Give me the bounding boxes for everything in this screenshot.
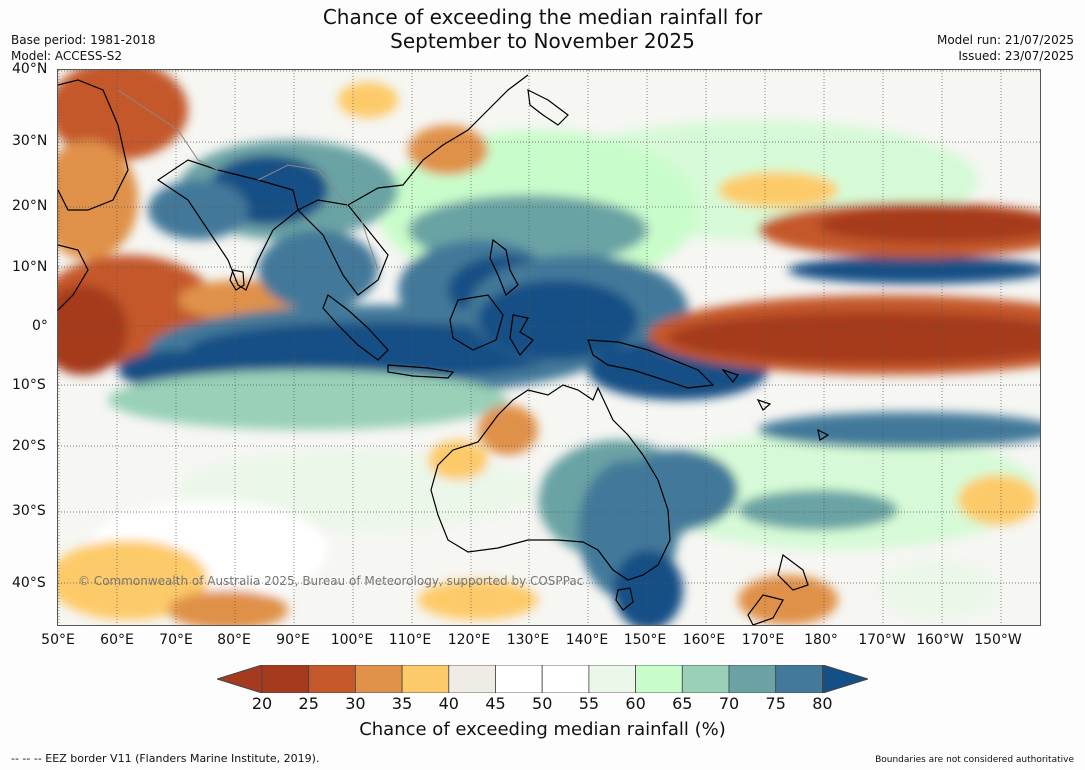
colorbar-max-arrow	[822, 664, 870, 694]
boundaries-disclaimer: Boundaries are not considered authoritat…	[875, 755, 1074, 765]
colorbar-tick-70: 70	[718, 694, 740, 713]
colorbar-swatch-45	[495, 664, 543, 694]
colorbar-swatch-55	[588, 664, 636, 694]
colorbar-label: Chance of exceeding median rainfall (%)	[359, 719, 726, 740]
lon-label-80e: 80°E	[217, 632, 251, 648]
colorbar-tick-55: 55	[578, 694, 600, 713]
lon-label-130e: 130°E	[506, 632, 550, 648]
lat-label-10n: 10°N	[12, 259, 48, 275]
colorbar-swatch-75	[775, 664, 823, 694]
model-name: Model: ACCESS-S2	[11, 49, 123, 63]
colorbar-tick-45: 45	[485, 694, 506, 713]
model-run-info: Model run: 21/07/2025 Issued: 23/07/2025	[937, 32, 1074, 64]
lon-label-70e: 70°E	[159, 632, 193, 648]
lon-label-60e: 60°E	[100, 632, 134, 648]
coastlines	[58, 74, 830, 625]
colorbar-tick-30: 30	[345, 694, 366, 713]
colorbar	[215, 664, 870, 694]
colorbar-tick-75: 75	[765, 694, 786, 713]
issued-date: Issued: 23/07/2025	[958, 49, 1074, 63]
colorbar-swatch-50	[541, 664, 590, 694]
colorbar-swatch-25	[308, 664, 356, 694]
lon-label-100e: 100°E	[330, 632, 374, 648]
lon-label-150e: 150°E	[623, 632, 667, 648]
colorbar-tick-35: 35	[391, 694, 413, 713]
country-borders	[117, 89, 379, 271]
lat-label-10s: 10°S	[12, 377, 46, 393]
eez-border-note: -- -- -- EEZ border V11 (Flanders Marine…	[11, 752, 320, 765]
copyright-notice: © Commonwealth of Australia 2025, Bureau…	[78, 574, 584, 588]
lon-label-120e: 120°E	[447, 632, 491, 648]
lat-label-30n: 30°N	[12, 133, 48, 149]
colorbar-tick-25: 25	[298, 694, 319, 713]
colorbar-swatch-60	[635, 664, 683, 694]
colorbar-swatch-70	[728, 664, 777, 694]
lon-label-180: 180°	[804, 632, 838, 648]
lat-label-20n: 20°N	[12, 198, 48, 214]
title-line-2: September to November 2025	[390, 29, 695, 53]
colorbar-tick-60: 60	[625, 694, 646, 713]
lon-label-170w: 170°W	[858, 632, 906, 648]
colorbar-swatch-40	[448, 664, 496, 694]
base-period: Base period: 1981-2018	[11, 33, 156, 47]
lon-label-150w: 150°W	[974, 632, 1022, 648]
colorbar-tick-50: 50	[532, 694, 553, 713]
lon-label-50e: 50°E	[41, 632, 75, 648]
colorbar-tick-80: 80	[812, 694, 833, 713]
lat-label-20s: 20°S	[12, 438, 46, 454]
lon-label-90e: 90°E	[276, 632, 310, 648]
colorbar-min-arrow	[215, 664, 263, 694]
lon-label-140e: 140°E	[565, 632, 609, 648]
colorbar-tick-40: 40	[438, 694, 459, 713]
probability-field	[58, 70, 1040, 625]
lon-label-160w: 160°W	[916, 632, 964, 648]
base-period-info: Base period: 1981-2018 Model: ACCESS-S2	[11, 32, 156, 64]
colorbar-swatches	[215, 664, 870, 694]
colorbar-swatch-30	[354, 664, 403, 694]
lat-label-40s: 40°S	[12, 575, 46, 591]
map-title: Chance of exceeding the median rainfall …	[0, 5, 1085, 53]
lon-label-110e: 110°E	[388, 632, 432, 648]
colorbar-swatch-35	[401, 664, 450, 694]
lon-label-160e: 160°E	[682, 632, 726, 648]
map-canvas	[58, 70, 1040, 625]
lat-label-30s: 30°S	[12, 503, 46, 519]
title-line-1: Chance of exceeding the median rainfall …	[322, 5, 763, 29]
colorbar-tick-20: 20	[251, 694, 273, 713]
lon-label-170e: 170°E	[741, 632, 785, 648]
colorbar-swatch-20	[261, 664, 310, 694]
model-run-date: Model run: 21/07/2025	[936, 33, 1074, 47]
colorbar-tick-65: 65	[672, 694, 693, 713]
graticule	[58, 70, 1040, 625]
colorbar-swatch-65	[681, 664, 730, 694]
lat-label-40n: 40°N	[12, 61, 48, 77]
rainfall-map: © Commonwealth of Australia 2025, Bureau…	[57, 69, 1041, 626]
lat-label-eq: 0°	[32, 318, 48, 334]
